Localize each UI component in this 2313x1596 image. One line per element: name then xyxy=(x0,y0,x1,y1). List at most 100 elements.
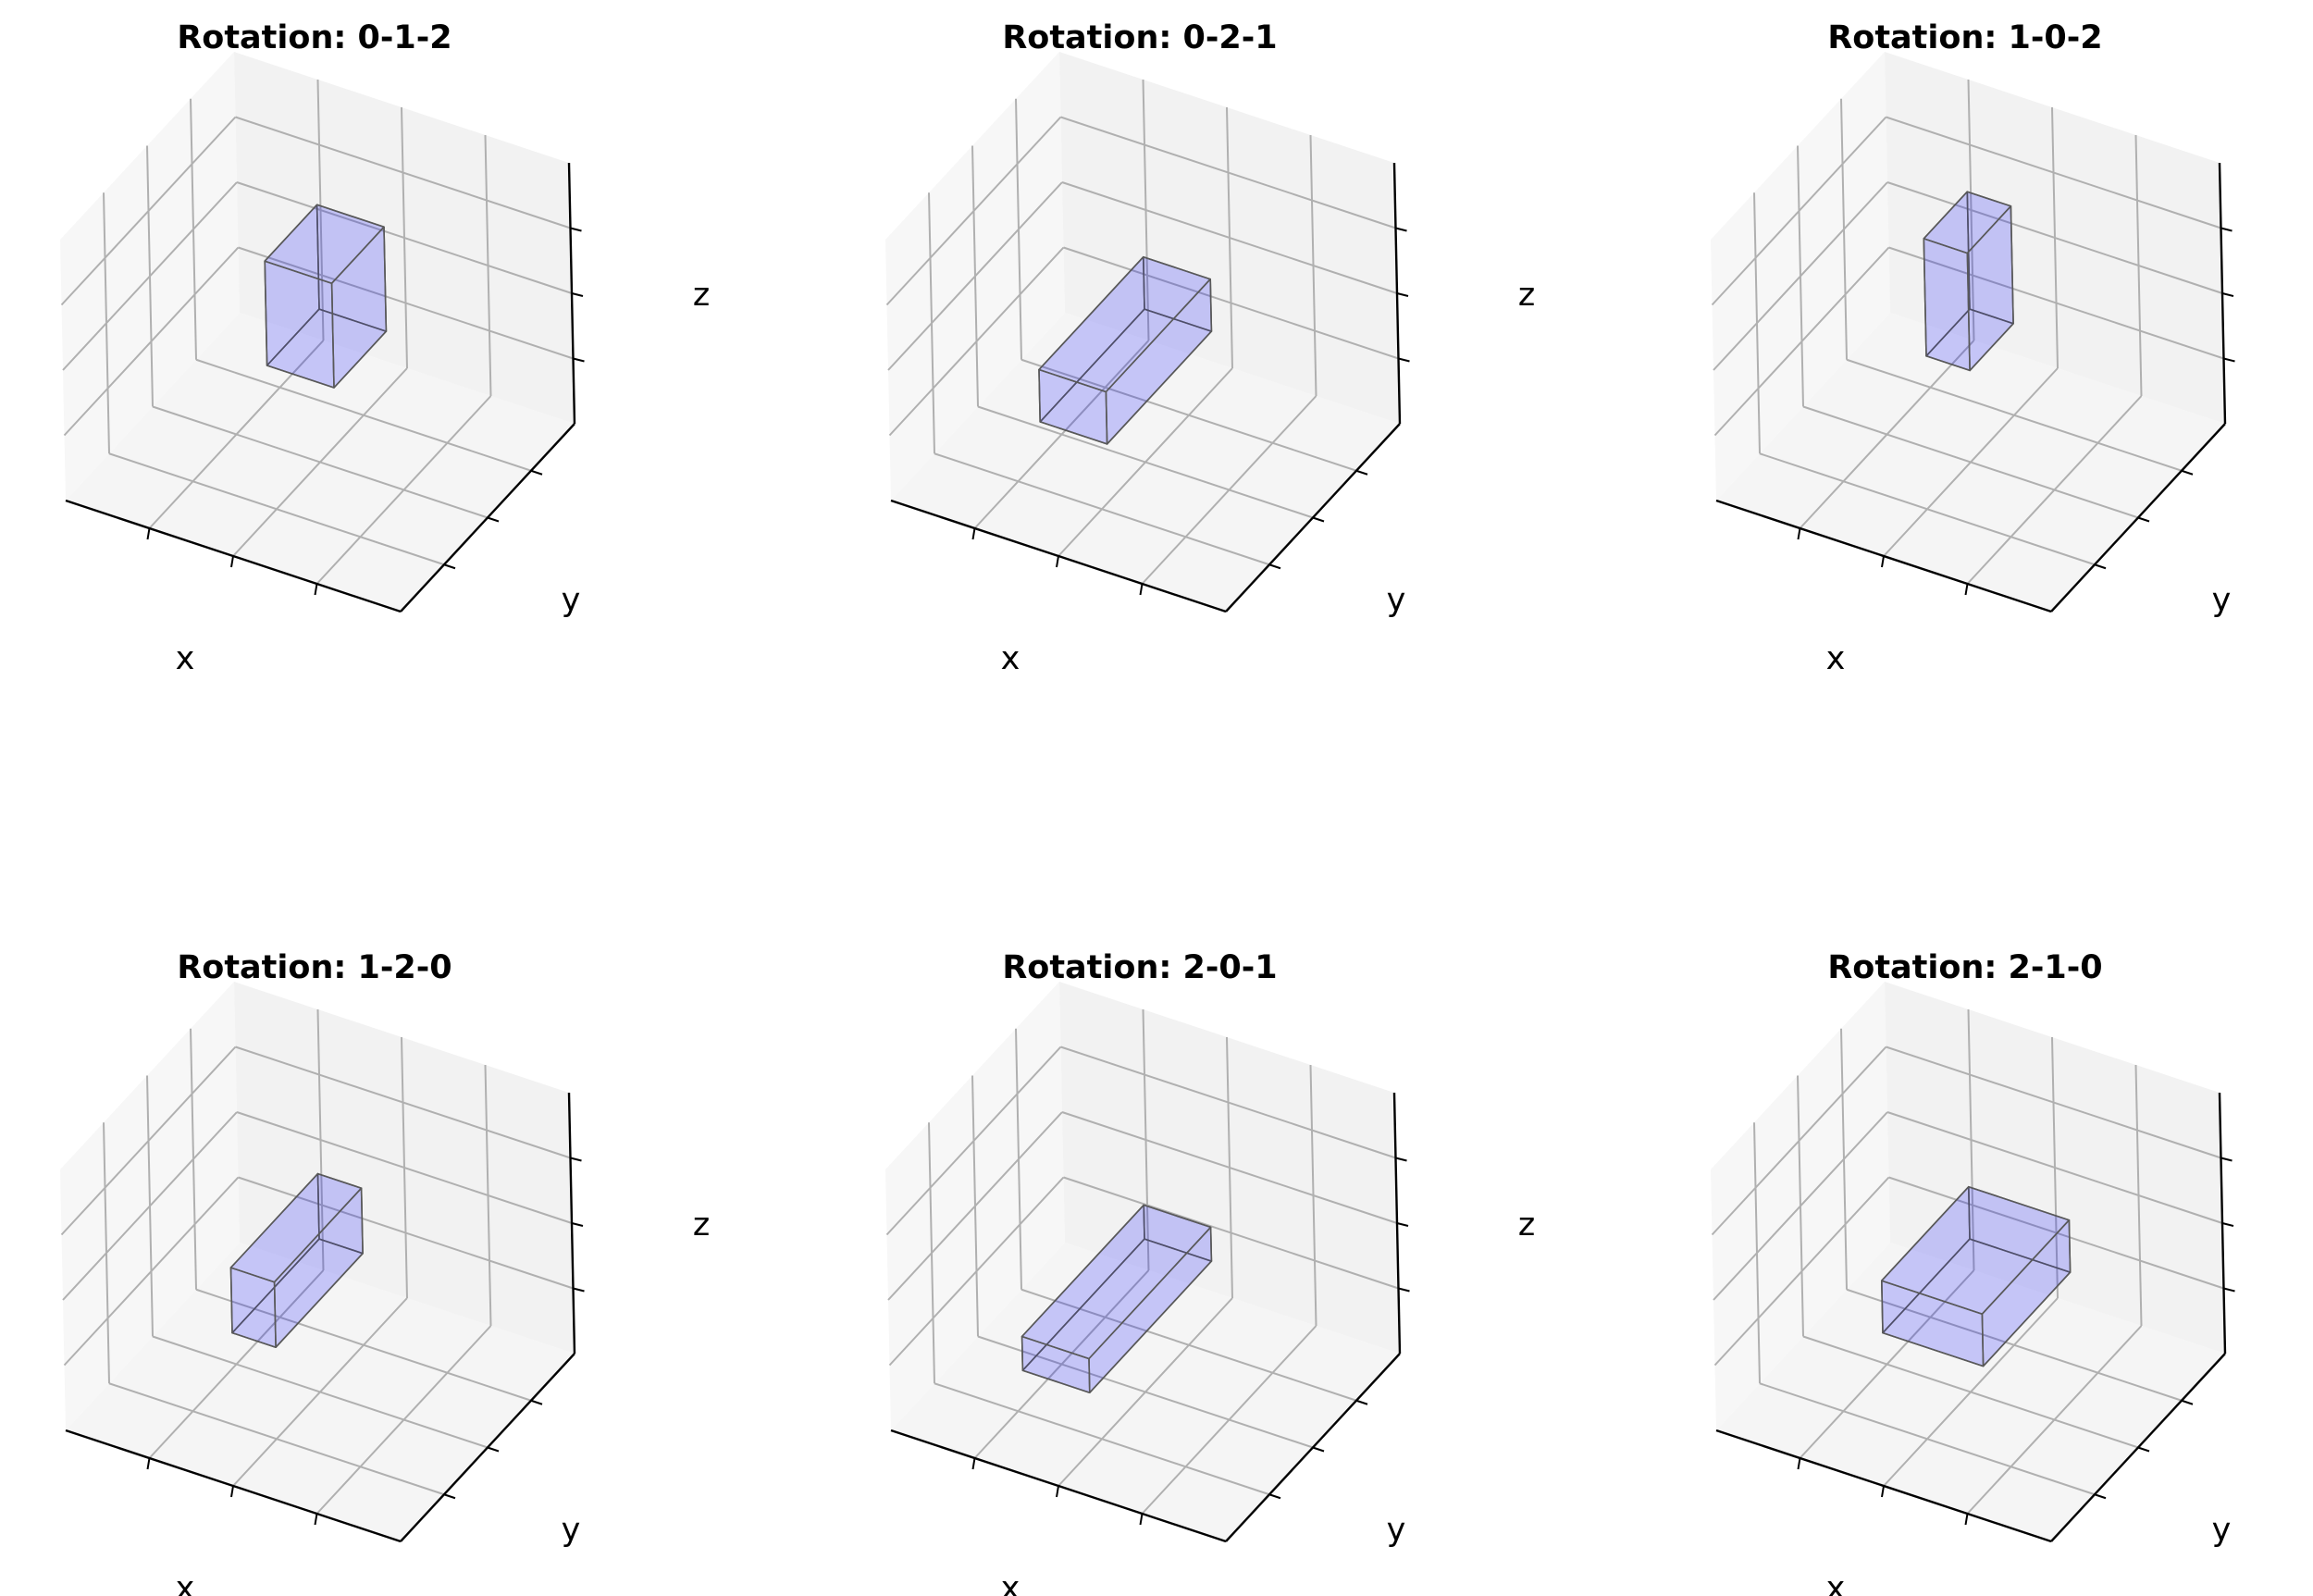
y-tick xyxy=(1355,469,1368,476)
subplot-title: Rotation: 2-1-0 xyxy=(1827,949,2102,986)
y-tick xyxy=(2094,563,2107,570)
z-tick xyxy=(2220,1157,2233,1162)
y-axis-label: y xyxy=(562,1512,581,1549)
y-tick xyxy=(2094,1493,2107,1500)
y-tick xyxy=(1268,563,1281,570)
z-tick xyxy=(570,1157,582,1162)
gridline-y xyxy=(977,405,1314,519)
box-face xyxy=(229,1172,363,1283)
gridline-z xyxy=(1711,116,1887,306)
box-face xyxy=(1881,1185,2071,1315)
gridline-z xyxy=(1886,181,2223,294)
z-tick xyxy=(571,1222,584,1227)
gridline-x xyxy=(1141,1325,1317,1515)
gridline-x xyxy=(1966,395,2143,585)
x-tick xyxy=(1881,555,1885,568)
subplot-4: Rotation: 1-2-0 x y z xyxy=(60,949,710,1596)
gridline-y xyxy=(108,1382,445,1496)
gridline-y xyxy=(1802,405,2139,519)
y-axis-label: y xyxy=(2212,1512,2232,1549)
x-tick xyxy=(314,583,318,596)
x-tick xyxy=(230,555,234,568)
y-tick xyxy=(2181,1399,2194,1405)
gridline-z xyxy=(235,116,571,229)
z-tick xyxy=(1398,357,1410,363)
gridline-z xyxy=(1060,116,1396,229)
gridline-x xyxy=(1309,1064,1317,1327)
gridline-z xyxy=(235,1045,571,1159)
x-tick xyxy=(1056,555,1059,568)
z-axis-label: z xyxy=(693,1206,710,1243)
x-tick xyxy=(1139,583,1144,596)
y-tick xyxy=(2181,469,2194,476)
gridline-y xyxy=(152,405,489,519)
y-axis-label: y xyxy=(562,582,581,619)
z-tick xyxy=(2220,227,2233,232)
gridline-y xyxy=(1759,452,2096,566)
gridline-z xyxy=(60,1045,237,1236)
subplot-2: Rotation: 0-2-1 x y z xyxy=(885,19,1535,677)
y-axis-label: y xyxy=(1387,1512,1406,1549)
z-axis-label: z xyxy=(693,277,710,314)
box-face xyxy=(1923,191,2012,254)
gridline-z xyxy=(1886,1045,2221,1159)
gridline-x xyxy=(315,1325,492,1515)
gridline-z xyxy=(62,1111,238,1301)
gridline-y xyxy=(934,452,1270,566)
gridline-z xyxy=(1713,181,1888,371)
x-tick xyxy=(971,527,976,540)
z-axis-label: z xyxy=(1518,1206,1535,1243)
gridline-z xyxy=(236,181,573,294)
y-tick xyxy=(443,563,456,570)
y-tick xyxy=(530,469,543,476)
gridline-y xyxy=(103,1122,110,1384)
z-tick xyxy=(1395,227,1407,232)
x-tick xyxy=(146,1457,151,1470)
subplot-5: Rotation: 2-0-1 x y z xyxy=(885,949,1535,1596)
y-axis-label: y xyxy=(1387,582,1406,619)
y-tick xyxy=(530,1399,543,1405)
box-face xyxy=(1923,238,1971,372)
subplot-title: Rotation: 1-0-2 xyxy=(1827,19,2102,56)
gridline-x xyxy=(1966,1325,2143,1515)
x-tick xyxy=(971,1457,976,1470)
x-tick xyxy=(314,1513,318,1526)
y-tick xyxy=(487,516,500,523)
x-axis-label: x xyxy=(1001,640,1020,677)
y-tick xyxy=(1355,1399,1368,1405)
x-axis-label: x xyxy=(176,640,195,677)
z-tick xyxy=(2223,1287,2235,1293)
gridline-x xyxy=(1141,395,1317,585)
z-tick xyxy=(2221,292,2234,297)
gridline-z xyxy=(236,1111,573,1224)
gridline-z xyxy=(1060,1045,1396,1159)
gridline-x xyxy=(484,1064,492,1327)
y-tick xyxy=(1268,1493,1281,1500)
gridline-z xyxy=(1886,1111,2223,1224)
gridline-x xyxy=(2134,134,2143,397)
gridline-z xyxy=(1886,116,2221,229)
z-tick xyxy=(1395,1157,1407,1162)
subplot-title: Rotation: 0-1-2 xyxy=(177,19,451,56)
gridline-z xyxy=(885,116,1062,306)
y-tick xyxy=(1312,516,1325,523)
x-axis-label: x xyxy=(1826,640,1846,677)
gridline-z xyxy=(1061,181,1398,294)
x-tick xyxy=(1139,1513,1144,1526)
gridline-z xyxy=(885,1045,1062,1236)
subplot-1: Rotation: 0-1-2 x y z xyxy=(60,19,710,677)
gridline-y xyxy=(934,1382,1270,1496)
x-tick xyxy=(1797,1457,1801,1470)
subplot-title: Rotation: 1-2-0 xyxy=(177,949,451,986)
z-tick xyxy=(1396,292,1409,297)
y-tick xyxy=(2137,516,2150,523)
z-tick xyxy=(1396,1222,1409,1227)
gridline-y xyxy=(928,192,935,454)
x-axis-label: x xyxy=(1001,1570,1020,1596)
gridline-y xyxy=(977,1335,1314,1449)
x-axis-label: x xyxy=(1826,1570,1846,1596)
y-tick xyxy=(487,1446,500,1453)
gridline-z xyxy=(1711,1045,1887,1236)
